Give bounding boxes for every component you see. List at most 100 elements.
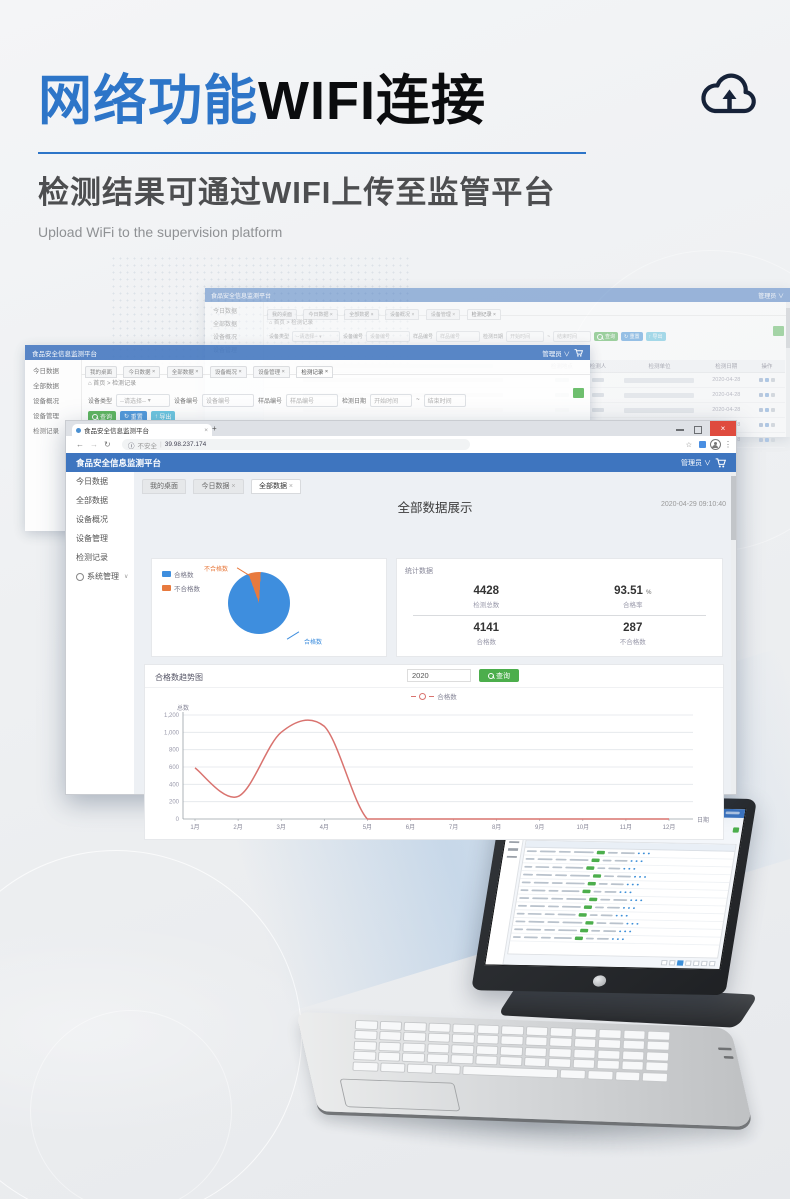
- tab-today[interactable]: 今日数据 ×: [303, 309, 338, 320]
- back-icon[interactable]: ←: [76, 440, 84, 449]
- sidebar-item-today[interactable]: 今日数据: [76, 477, 108, 486]
- export-button[interactable]: ↑ 导出: [645, 332, 666, 341]
- sidebar-item-system[interactable]: 系统管理 ∨: [66, 567, 134, 586]
- sidebar-item-device-manage[interactable]: 设备管理: [76, 534, 108, 543]
- reset-button[interactable]: ↻ 重置: [120, 411, 147, 422]
- tab-desktop[interactable]: 我的桌面: [267, 309, 298, 320]
- user-menu[interactable]: 管理员 ∨: [758, 293, 784, 300]
- search-button[interactable]: 查询: [593, 332, 618, 341]
- legend-swatch-pass: [162, 571, 171, 577]
- date-end-input[interactable]: 结束时间: [423, 393, 466, 407]
- sidebar-item-records[interactable]: 检测记录: [33, 428, 59, 435]
- tab-all[interactable]: 全部数据 ×: [344, 309, 379, 320]
- filter-label: 样品编号: [258, 398, 283, 405]
- close-tab-icon[interactable]: ×: [204, 426, 208, 434]
- menu-icon[interactable]: ⋮: [724, 440, 732, 449]
- sidebar-item-today[interactable]: 今日数据: [33, 368, 59, 375]
- address-bar[interactable]: ⓘ 不安全 | 39.98.237.174: [122, 439, 470, 450]
- refresh-button[interactable]: [773, 326, 784, 336]
- sidebar-item-all[interactable]: 全部数据: [33, 383, 59, 390]
- sidebar-item-all[interactable]: 全部数据: [213, 322, 238, 328]
- tab-all-data[interactable]: 全部数据 ×: [250, 478, 301, 494]
- scrollbar[interactable]: [786, 302, 790, 437]
- tab-today[interactable]: 今日数据 ×: [123, 366, 161, 378]
- date-start-input[interactable]: 开始时间: [370, 393, 413, 407]
- tab-desktop[interactable]: 我的桌面: [142, 478, 186, 494]
- edit-icon[interactable]: [764, 423, 769, 427]
- pie-callout-line: [286, 631, 300, 640]
- table-header: 操作: [761, 364, 773, 370]
- svg-text:0: 0: [176, 817, 180, 823]
- sidebar-item-all[interactable]: 全部数据: [76, 496, 108, 505]
- sample-no-input[interactable]: 样品编号: [286, 393, 339, 407]
- reset-icon: ↻: [124, 414, 130, 420]
- tab-all[interactable]: 全部数据 ×: [166, 366, 204, 378]
- sidebar-item-device-overview[interactable]: 设备概况: [213, 335, 238, 341]
- cart-icon[interactable]: [574, 348, 583, 357]
- delete-icon[interactable]: [770, 423, 775, 427]
- svg-text:4月: 4月: [320, 824, 329, 831]
- sidebar-item-device-overview[interactable]: 设备概况: [33, 398, 59, 405]
- date-end-input[interactable]: 结束时间: [552, 331, 591, 342]
- profile-icon[interactable]: [710, 439, 721, 450]
- tab-today[interactable]: 今日数据 ×: [193, 478, 244, 494]
- user-menu[interactable]: 管理员 ∨: [542, 350, 570, 358]
- tab-records[interactable]: 检测记录 ×: [296, 366, 334, 378]
- search-button[interactable]: 查询: [88, 411, 117, 422]
- browser-tab[interactable]: 食品安全信息监测平台 ×: [72, 424, 212, 436]
- stat-pass: 4141 合格数: [473, 622, 500, 646]
- minimize-button[interactable]: [676, 429, 684, 431]
- date-start-input[interactable]: 开始时间: [506, 331, 545, 342]
- reset-button[interactable]: ↻ 重置: [621, 332, 643, 341]
- device-no-input[interactable]: 设备编号: [366, 331, 411, 342]
- year-input[interactable]: [407, 669, 471, 682]
- device-no-input[interactable]: 设备编号: [202, 393, 255, 407]
- edit-icon[interactable]: [764, 438, 769, 442]
- edit-icon[interactable]: [764, 408, 769, 412]
- device-type-select[interactable]: --请选择-- ▾: [116, 393, 171, 407]
- new-tab-button[interactable]: +: [212, 424, 217, 433]
- view-icon[interactable]: [758, 393, 763, 397]
- user-menu[interactable]: 管理员 ∨: [681, 459, 711, 467]
- export-button[interactable]: ↑ 导出: [150, 411, 176, 422]
- sidebar-item-records[interactable]: 检测记录: [76, 553, 108, 562]
- delete-icon[interactable]: [770, 378, 775, 382]
- pie-callout-line: [236, 567, 250, 576]
- device-type-select[interactable]: --请选择-- ▾: [292, 331, 341, 342]
- edit-icon[interactable]: [764, 378, 769, 382]
- cart-icon[interactable]: [715, 457, 726, 468]
- delete-icon[interactable]: [770, 408, 775, 412]
- delete-icon[interactable]: [770, 438, 775, 442]
- tab-records[interactable]: 检测记录 ×: [466, 309, 501, 320]
- tab-desktop[interactable]: 我的桌面: [85, 366, 118, 378]
- delete-icon[interactable]: [770, 393, 775, 397]
- sample-no-input[interactable]: 样品编号: [436, 331, 481, 342]
- forward-icon[interactable]: →: [90, 440, 98, 449]
- sidebar-item-today[interactable]: 今日数据: [213, 309, 238, 315]
- refresh-button[interactable]: [573, 388, 584, 398]
- app-header: 食品安全信息监测平台 管理员 ∨: [205, 288, 790, 302]
- close-window-button[interactable]: ×: [710, 421, 736, 436]
- extension-icon[interactable]: [699, 441, 706, 448]
- tab-device-overview[interactable]: 设备概况 ×: [209, 366, 247, 378]
- reload-icon[interactable]: ↻: [104, 440, 111, 449]
- tab-device-manage[interactable]: 设备管理 ×: [253, 366, 290, 378]
- edit-icon[interactable]: [764, 393, 769, 397]
- browser-tab-strip: 食品安全信息监测平台 × + ×: [66, 421, 736, 436]
- scrollbar[interactable]: [731, 472, 736, 794]
- view-icon[interactable]: [758, 423, 763, 427]
- sidebar-item-device-manage[interactable]: 设备管理: [33, 413, 59, 420]
- svg-text:2月: 2月: [233, 824, 242, 831]
- trend-search-button[interactable]: 查询: [479, 669, 519, 682]
- bookmark-star-icon[interactable]: ☆: [685, 442, 692, 449]
- tab-device-manage[interactable]: 设备管理 ×: [425, 309, 461, 320]
- tab-device-overview[interactable]: 设备概况 ×: [385, 309, 420, 320]
- maximize-button[interactable]: [694, 426, 702, 434]
- sidebar-item-device-overview[interactable]: 设备概况: [76, 515, 108, 524]
- close-tab-icon: ×: [329, 311, 333, 318]
- view-icon[interactable]: [758, 378, 763, 382]
- svg-text:400: 400: [169, 782, 180, 788]
- view-icon[interactable]: [758, 438, 763, 442]
- view-icon[interactable]: [758, 408, 763, 412]
- info-icon[interactable]: ⓘ: [128, 442, 135, 450]
